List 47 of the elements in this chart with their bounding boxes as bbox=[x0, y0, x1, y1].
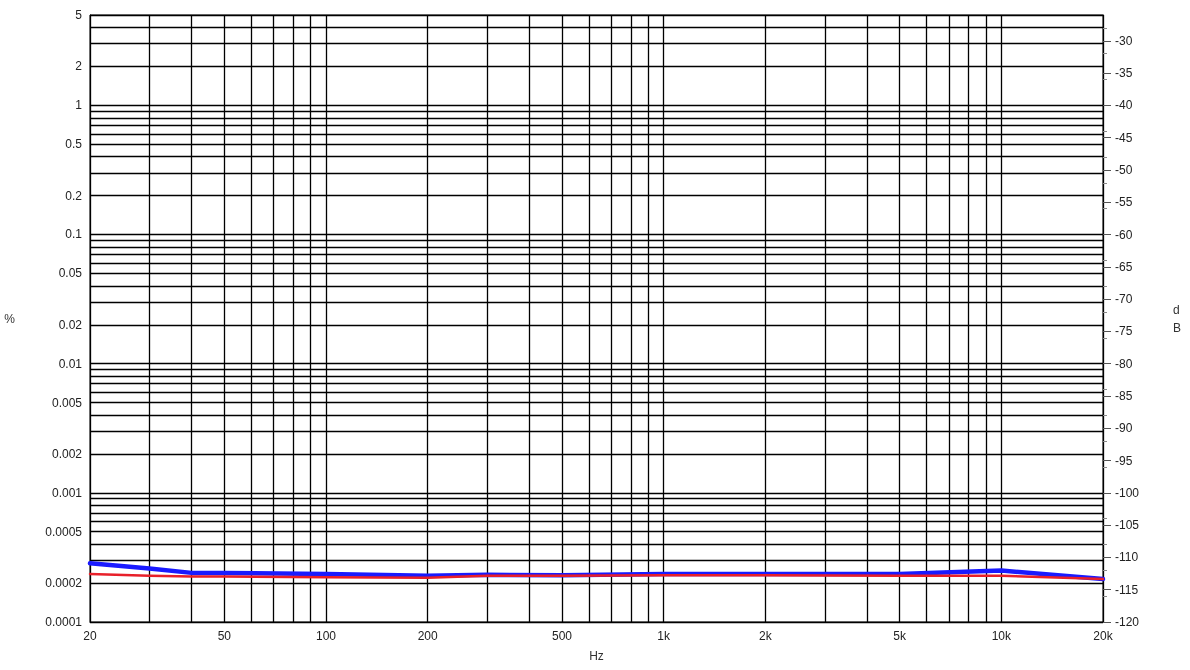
x-tick-label: 500 bbox=[552, 629, 573, 643]
y2-tick-label: -60 bbox=[1115, 227, 1133, 242]
y-tick-label: 1 bbox=[75, 98, 83, 113]
y2-tick-label: -50 bbox=[1115, 162, 1133, 177]
y2-tick-label: -45 bbox=[1115, 130, 1133, 145]
x-tick-label: 1k bbox=[657, 629, 672, 643]
x-tick-label: 10k bbox=[991, 629, 1013, 643]
y-tick-label: 0.0002 bbox=[45, 576, 83, 591]
y-tick-label: 0.05 bbox=[58, 266, 83, 281]
y-tick-label: 0.0001 bbox=[45, 615, 83, 629]
y2-tick-label: -40 bbox=[1115, 98, 1133, 113]
y-tick-label: 0.1 bbox=[65, 227, 83, 242]
x-tick-label: 2k bbox=[758, 629, 773, 643]
y2-tick-label: -115 bbox=[1115, 582, 1139, 597]
x-tick-label: 50 bbox=[217, 629, 232, 643]
y2-tick-label: -65 bbox=[1115, 259, 1133, 274]
x-tick-label: 20 bbox=[83, 629, 97, 643]
y2-axis-title: dB bbox=[1173, 302, 1182, 335]
y-tick-label: 5 bbox=[75, 8, 83, 22]
y2-tick-label: -85 bbox=[1115, 388, 1133, 403]
y2-tick-label: -80 bbox=[1115, 356, 1133, 371]
y2-tick-label: -75 bbox=[1115, 324, 1133, 339]
y-tick-label: 0.02 bbox=[58, 317, 83, 332]
x-axis-title: Hz bbox=[589, 649, 604, 663]
y2-tick-label: -70 bbox=[1115, 292, 1133, 307]
y-tick-label: 0.005 bbox=[51, 395, 83, 410]
y2-tick-label: -90 bbox=[1115, 421, 1133, 436]
y-tick-label: 0.5 bbox=[65, 137, 83, 152]
x-tick-label: 200 bbox=[417, 629, 438, 643]
y-tick-label: 0.0005 bbox=[45, 524, 83, 539]
y2-tick-label: -105 bbox=[1115, 518, 1140, 533]
y2-tick-label: -55 bbox=[1115, 195, 1133, 210]
y2-tick-label: -120 bbox=[1115, 615, 1140, 629]
y-tick-label: 2 bbox=[75, 59, 83, 74]
y2-tick-label: -35 bbox=[1115, 66, 1133, 81]
y-tick-label: 0.002 bbox=[51, 446, 83, 461]
x-tick-label: 20k bbox=[1093, 629, 1114, 643]
x-tick-label: 5k bbox=[893, 629, 908, 643]
y-tick-label: 0.001 bbox=[51, 485, 83, 500]
y2-tick-label: -110 bbox=[1115, 550, 1139, 565]
x-tick-label: 100 bbox=[316, 629, 337, 643]
y-tick-label: 0.01 bbox=[58, 356, 83, 371]
y-axis-title: % bbox=[4, 311, 16, 326]
y2-tick-label: -95 bbox=[1115, 453, 1133, 468]
y2-tick-label: -30 bbox=[1115, 33, 1133, 48]
y2-tick-label: -100 bbox=[1115, 485, 1140, 500]
y-tick-label: 0.2 bbox=[65, 188, 83, 203]
